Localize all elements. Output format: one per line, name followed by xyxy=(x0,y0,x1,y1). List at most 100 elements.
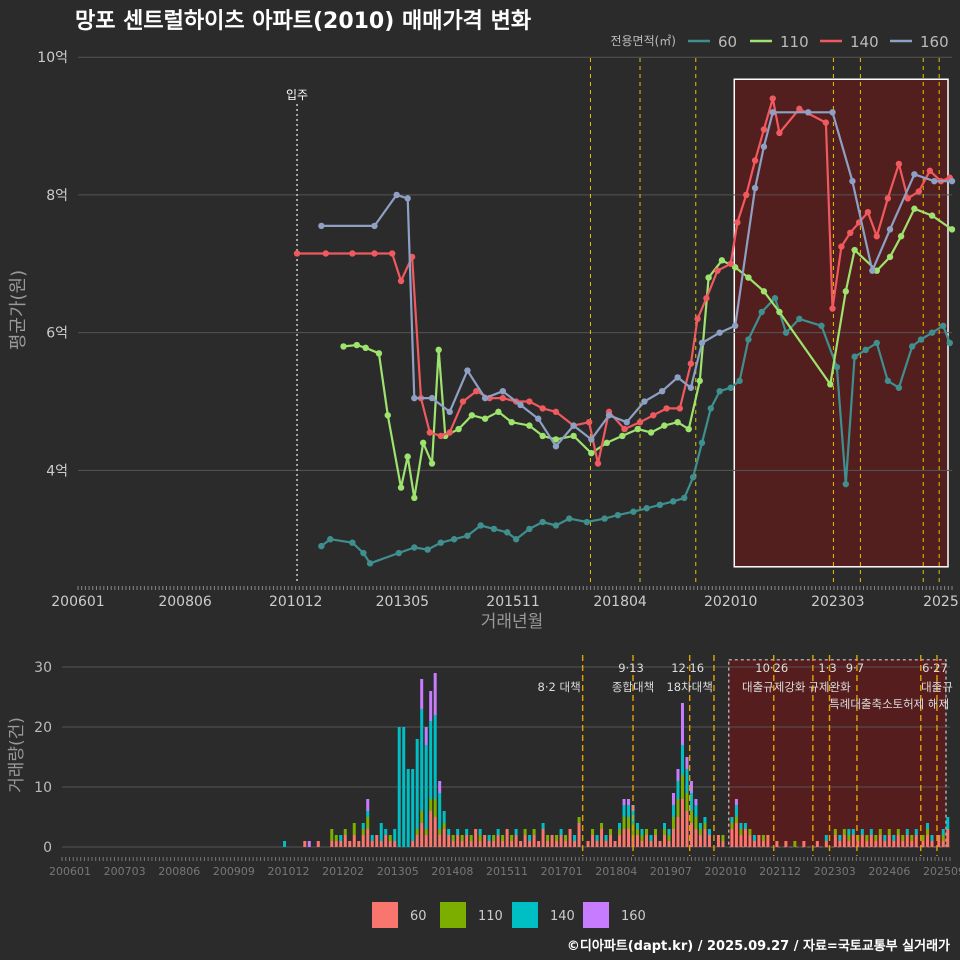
volume-x-tick-label: 201511 xyxy=(486,865,528,878)
volume-bar-60 xyxy=(546,841,550,847)
data-point-60 xyxy=(771,295,779,302)
volume-bar-60 xyxy=(622,829,626,847)
volume-bar-140 xyxy=(559,829,563,835)
data-point-160 xyxy=(886,226,894,233)
volume-bar-140 xyxy=(703,817,707,823)
volume-bar-60 xyxy=(393,841,397,847)
volume-bar-60 xyxy=(757,835,761,847)
volume-x-tick-label: 202303 xyxy=(814,865,856,878)
legend-label-60: 60 xyxy=(718,33,737,51)
volume-bar-110 xyxy=(689,811,693,823)
volume-bar-60 xyxy=(465,835,469,847)
volume-bar-140 xyxy=(420,709,424,811)
volume-bar-60 xyxy=(478,841,482,847)
data-point-60 xyxy=(689,474,697,481)
data-point-110 xyxy=(745,274,752,281)
volume-bar-60 xyxy=(492,841,496,847)
data-point-160 xyxy=(760,143,768,150)
volume-bar-110 xyxy=(352,823,356,835)
volume-bar-110 xyxy=(730,823,734,829)
policy-date-label: 6·27 xyxy=(922,661,948,675)
data-point-160 xyxy=(829,109,836,116)
volume-bar-110 xyxy=(334,835,338,841)
volume-bar-60 xyxy=(739,835,743,847)
data-point-60 xyxy=(477,522,484,529)
data-point-140 xyxy=(743,191,750,199)
policy-name-label: 대출규제강화 xyxy=(742,680,806,694)
volume-bar-110 xyxy=(739,829,743,835)
data-point-60 xyxy=(490,525,498,533)
volume-bar-140 xyxy=(636,823,640,829)
volume-bar-60 xyxy=(483,835,487,847)
data-point-110 xyxy=(873,267,880,274)
volume-bar-110 xyxy=(926,829,930,835)
volume-bar-60 xyxy=(640,841,644,847)
data-point-160 xyxy=(570,422,577,429)
data-point-160 xyxy=(658,387,666,395)
volume-bar-60 xyxy=(703,829,707,847)
x-axis-label: 거래년월 xyxy=(481,612,544,632)
volume-bar-140 xyxy=(406,769,410,847)
volume-bar-60 xyxy=(528,841,532,847)
policy-name-label: 8·2 대책 xyxy=(538,680,581,694)
volume-bar-60 xyxy=(865,841,869,847)
data-point-110 xyxy=(495,408,502,416)
volume-bar-140 xyxy=(743,823,747,829)
volume-bar-140 xyxy=(640,829,644,835)
data-point-160 xyxy=(588,436,595,443)
volume-bar-140 xyxy=(447,829,451,835)
volume-x-tick-label: 202509 xyxy=(923,865,960,878)
volume-bar-60 xyxy=(694,829,698,847)
volume-bar-140 xyxy=(411,769,415,841)
volume-bar-60 xyxy=(415,835,419,847)
volume-bar-110 xyxy=(429,799,433,811)
x-tick-label: 201511 xyxy=(486,594,539,610)
volume-bar-110 xyxy=(685,793,689,811)
data-point-160 xyxy=(911,171,918,178)
volume-bar-60 xyxy=(510,841,514,847)
volume-bar-60 xyxy=(541,829,545,847)
volume-bar-140 xyxy=(707,829,711,835)
volume-bar-160 xyxy=(429,691,433,721)
legend-title: 전용면적(㎡) xyxy=(610,34,676,48)
volume-bar-60 xyxy=(930,841,934,847)
data-point-140 xyxy=(349,250,356,257)
volume-bar-60 xyxy=(784,841,788,847)
volume-bar-60 xyxy=(671,829,675,847)
volume-bar-110 xyxy=(501,835,505,841)
volume-bar-110 xyxy=(609,829,613,835)
data-point-110 xyxy=(435,346,442,354)
volume-bar-60 xyxy=(375,835,379,847)
volume-bar-60 xyxy=(388,841,392,847)
volume-bar-110 xyxy=(424,829,428,835)
volume-bar-60 xyxy=(645,835,649,847)
data-point-60 xyxy=(601,515,608,522)
volume-bar-110 xyxy=(703,823,707,829)
volume-bar-110 xyxy=(460,835,464,841)
policy-date-label: 10·26 xyxy=(755,661,788,675)
volume-y-tick-label: 0 xyxy=(43,840,52,856)
data-point-110 xyxy=(760,288,768,295)
volume-bar-60 xyxy=(316,841,320,847)
data-point-110 xyxy=(619,432,626,440)
volume-legend-label-140: 140 xyxy=(550,909,575,924)
data-point-60 xyxy=(681,494,688,502)
data-point-60 xyxy=(349,539,356,546)
data-point-60 xyxy=(908,343,916,350)
policy-date-label: 1·3 xyxy=(818,661,836,675)
data-point-140 xyxy=(446,429,453,436)
volume-bar-60 xyxy=(802,841,806,847)
volume-bar-60 xyxy=(869,835,873,847)
data-point-160 xyxy=(393,191,400,199)
data-point-60 xyxy=(656,501,664,509)
data-point-60 xyxy=(796,315,803,323)
data-point-140 xyxy=(895,160,903,168)
data-point-160 xyxy=(411,394,418,402)
volume-bar-140 xyxy=(860,829,864,835)
volume-bar-110 xyxy=(478,835,482,841)
policy-date-label: 9·13 xyxy=(618,661,644,675)
legend-label-140: 140 xyxy=(850,33,879,51)
volume-bar-160 xyxy=(680,703,684,745)
volume-bar-110 xyxy=(793,841,797,847)
volume-bar-140 xyxy=(415,739,419,829)
